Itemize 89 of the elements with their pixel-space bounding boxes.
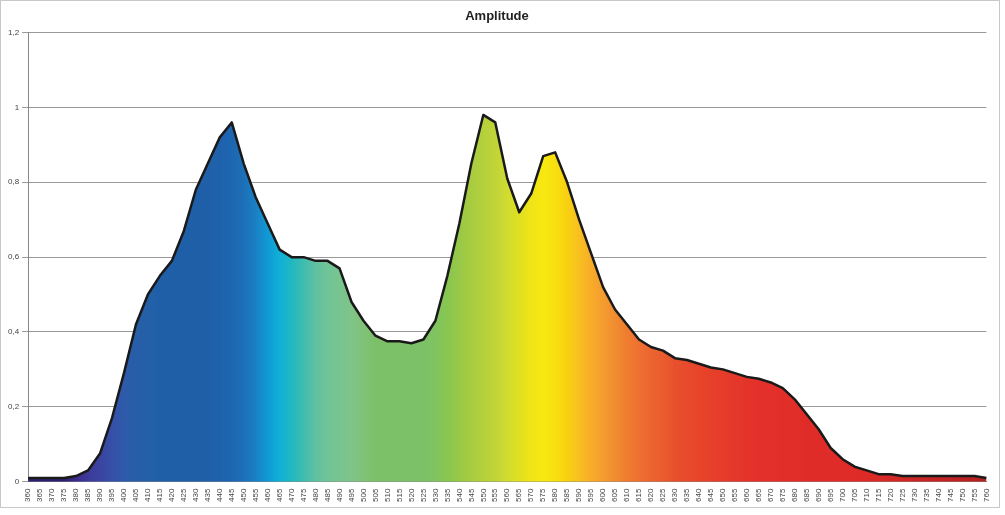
x-tick-label: 500 [358, 488, 368, 503]
x-tick-label: 680 [789, 488, 799, 503]
x-tick-label: 450 [238, 488, 248, 503]
x-tick-label: 675 [777, 488, 787, 503]
y-tick-label: 0,4 [8, 327, 20, 337]
x-tick-label: 760 [981, 488, 991, 503]
x-tick-label: 515 [394, 488, 404, 503]
x-tick-label: 460 [262, 488, 272, 503]
x-tick-label: 700 [837, 488, 847, 503]
x-tick-label: 560 [502, 488, 512, 503]
y-tick-label: 0,8 [8, 177, 20, 187]
x-tick-label: 375 [59, 488, 69, 503]
x-tick-label: 610 [622, 488, 632, 503]
x-tick-label: 705 [849, 488, 859, 503]
x-tick-label: 550 [478, 488, 488, 503]
y-tick-label: 1,2 [8, 27, 20, 37]
x-tick-label: 695 [825, 488, 835, 503]
x-tick-label: 535 [442, 488, 452, 503]
x-tick-label: 365 [35, 488, 45, 503]
x-tick-label: 670 [765, 488, 775, 503]
x-tick-label: 690 [813, 488, 823, 503]
x-tick-label: 590 [574, 488, 584, 503]
x-tick-label: 435 [203, 488, 212, 503]
x-tick-label: 395 [107, 488, 117, 503]
y-tick-label: 0,2 [8, 402, 20, 412]
x-tick-label: 710 [861, 488, 871, 503]
x-tick-label: 470 [286, 488, 296, 503]
x-tick-label: 540 [454, 488, 464, 503]
x-tick-label: 725 [897, 488, 907, 503]
x-tick-label: 585 [562, 488, 572, 503]
x-tick-label: 640 [694, 488, 704, 503]
x-tick-label: 475 [298, 488, 308, 503]
x-tick-label: 745 [945, 488, 955, 503]
x-tick-label: 625 [658, 488, 668, 503]
x-tick-label: 685 [801, 488, 811, 503]
y-tick-label: 1 [14, 102, 20, 112]
x-tick-label: 485 [322, 488, 332, 503]
x-tick-label: 570 [526, 488, 536, 503]
x-tick-label: 645 [706, 488, 716, 503]
x-tick-label: 455 [250, 488, 260, 503]
x-tick-label: 740 [933, 488, 943, 503]
x-tick-label: 545 [466, 488, 476, 503]
y-tick-label: 0,6 [8, 252, 20, 262]
x-tick-label: 620 [646, 488, 656, 503]
x-tick-label: 495 [346, 488, 356, 503]
x-tick-label: 655 [730, 488, 740, 503]
x-tick-label: 660 [742, 488, 752, 503]
x-tick-label: 425 [179, 488, 189, 503]
x-tick-label: 405 [131, 488, 141, 503]
x-tick-label: 600 [598, 488, 608, 503]
x-tick-label: 720 [885, 488, 895, 503]
x-tick-label: 755 [969, 488, 979, 503]
x-tick-label: 505 [370, 488, 380, 503]
x-tick-label: 415 [155, 488, 165, 503]
x-tick-label: 520 [406, 488, 416, 503]
x-tick-label: 465 [274, 488, 284, 503]
x-tick-label: 735 [921, 488, 931, 503]
x-tick-label: 360 [23, 488, 33, 503]
x-tick-label: 430 [191, 488, 201, 503]
x-tick-label: 630 [670, 488, 680, 503]
x-tick-label: 510 [382, 488, 392, 503]
y-tick-label: 0 [14, 476, 20, 486]
x-tick-label: 420 [167, 488, 177, 503]
x-tick-label: 400 [119, 488, 129, 503]
x-tick-label: 385 [83, 488, 93, 503]
x-tick-label: 440 [214, 488, 224, 503]
x-tick-label: 665 [754, 488, 764, 503]
x-tick-label: 635 [682, 488, 692, 503]
x-tick-label: 390 [95, 488, 105, 503]
x-tick-label: 490 [334, 488, 344, 503]
x-tick-label: 565 [514, 488, 524, 503]
x-tick-label: 730 [909, 488, 919, 503]
x-tick-label: 595 [586, 488, 596, 503]
x-tick-label: 580 [550, 488, 560, 503]
x-tick-label: 605 [610, 488, 620, 503]
x-tick-label: 380 [71, 488, 81, 503]
x-tick-label: 575 [538, 488, 548, 503]
x-tick-label: 555 [490, 488, 500, 503]
x-tick-label: 410 [143, 488, 153, 503]
x-tick-label: 715 [873, 488, 883, 503]
x-tick-label: 650 [718, 488, 728, 503]
x-tick-label: 525 [418, 488, 428, 503]
chart-title: Amplitude [465, 8, 529, 24]
x-tick-label: 480 [310, 488, 320, 503]
x-tick-label: 750 [957, 488, 967, 503]
x-tick-label: 615 [634, 488, 644, 503]
x-tick-label: 370 [47, 488, 57, 503]
x-tick-label: 445 [226, 488, 236, 503]
x-tick-label: 530 [430, 488, 440, 503]
